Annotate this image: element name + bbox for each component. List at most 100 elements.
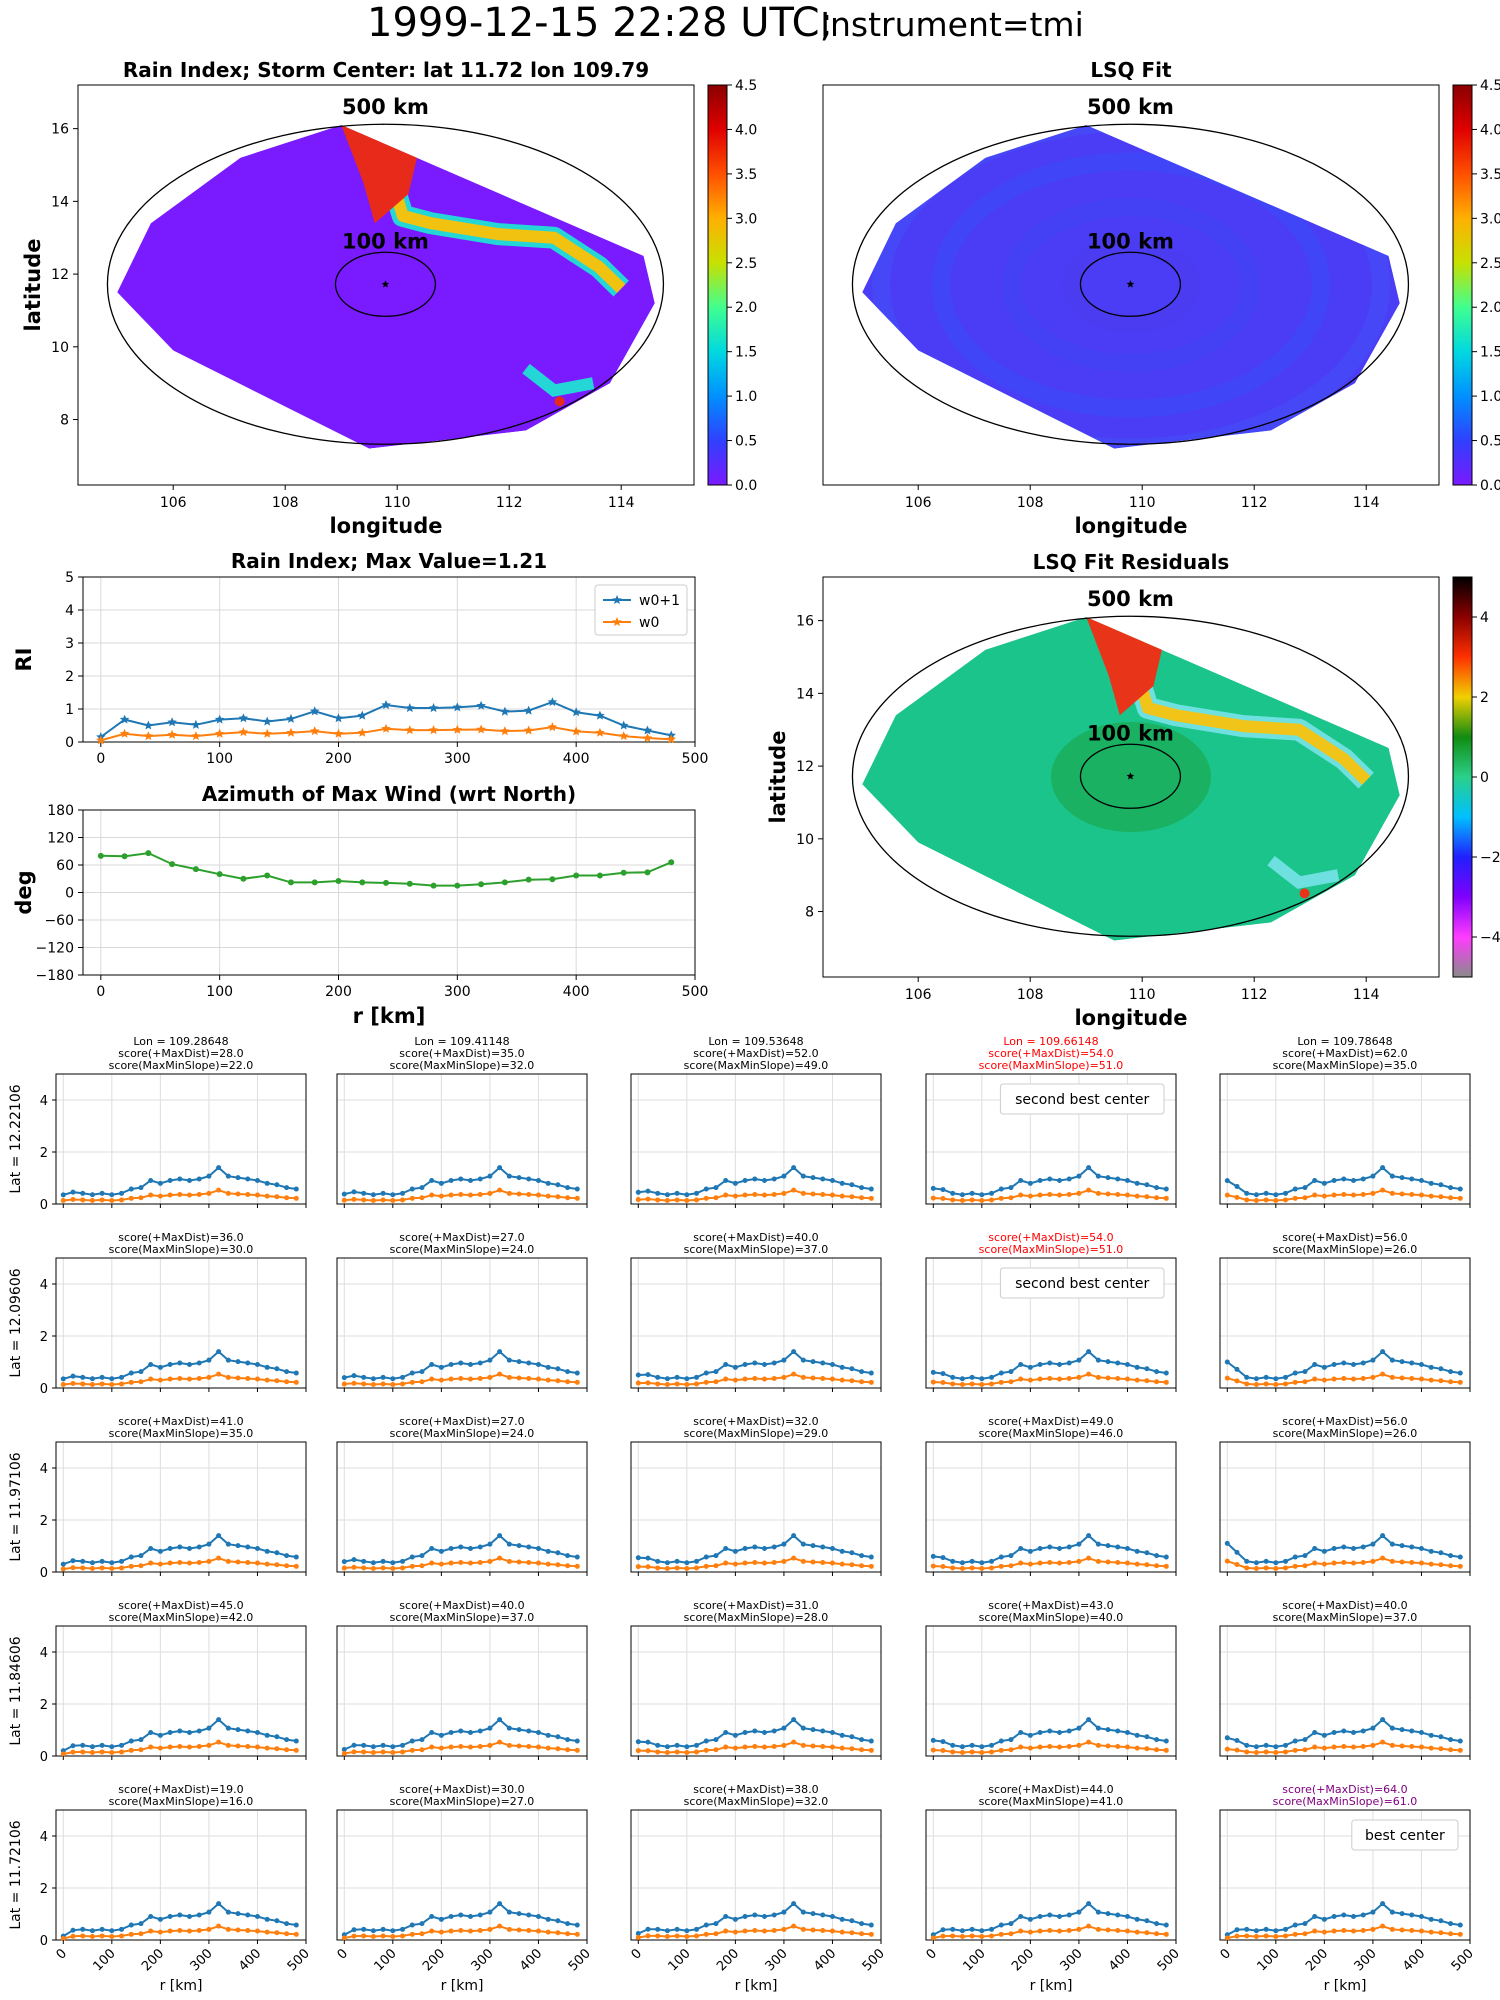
- panel-score-maxdist: score(+MaxDist)=43.0: [988, 1599, 1113, 1612]
- data-point: [1273, 1933, 1279, 1939]
- data-point: [1056, 1560, 1062, 1566]
- data-point: [571, 707, 581, 717]
- data-point: [284, 1553, 290, 1559]
- data-point: [400, 1197, 406, 1203]
- data-point: [341, 1381, 347, 1387]
- data-point: [595, 727, 605, 737]
- data-point: [1076, 1558, 1082, 1564]
- data-point: [1037, 1560, 1043, 1566]
- data-point: [868, 1370, 874, 1376]
- panel-score-maxdist: score(+MaxDist)=62.0: [1282, 1047, 1407, 1060]
- panel-score-maxdist: score(+MaxDist)=27.0: [399, 1231, 524, 1244]
- data-point: [1154, 1563, 1160, 1569]
- data-point: [1224, 1558, 1230, 1564]
- panel-note: second best center: [1015, 1276, 1149, 1292]
- data-point: [723, 1177, 729, 1183]
- data-point: [506, 1725, 512, 1731]
- data-point: [684, 1928, 690, 1934]
- candidate-panel-3-3: score(MaxMinSlope)=40.0score(+MaxDist)=4…: [925, 1599, 1177, 1760]
- data-point: [930, 1737, 936, 1743]
- data-point: [264, 1548, 270, 1554]
- data-point: [351, 1380, 357, 1386]
- candidate-panel-1-0: 024score(MaxMinSlope)=30.0score(+MaxDist…: [8, 1231, 307, 1397]
- data-point: [1360, 1376, 1366, 1382]
- panel-xlabel: r [km]: [160, 1978, 203, 1994]
- data-point: [497, 1739, 503, 1745]
- data-point: [1399, 1543, 1405, 1549]
- panel-score-slope: score(MaxMinSlope)=26.0: [1273, 1243, 1418, 1256]
- data-point: [839, 1180, 845, 1186]
- data-point: [448, 1376, 454, 1382]
- data-point: [1409, 1176, 1415, 1182]
- y-tick-label: 0: [40, 1198, 48, 1213]
- data-point: [169, 861, 176, 868]
- data-point: [264, 1916, 270, 1922]
- data-point: [868, 1195, 874, 1201]
- data-point: [274, 1366, 280, 1372]
- data-point: [1056, 1913, 1062, 1919]
- data-point: [70, 1743, 76, 1749]
- data-point: [674, 1197, 680, 1203]
- data-point: [1409, 1744, 1415, 1750]
- data-point: [1163, 1379, 1169, 1385]
- data-point: [1095, 1742, 1101, 1748]
- data-point: [119, 1565, 125, 1571]
- data-point: [526, 1544, 532, 1550]
- data-point: [191, 719, 201, 729]
- data-point: [618, 731, 629, 741]
- data-point: [235, 1175, 241, 1181]
- x-tick-label: 100: [371, 1946, 399, 1974]
- data-point: [1105, 1375, 1111, 1381]
- data-point: [742, 1729, 748, 1735]
- data-point: [429, 1376, 435, 1382]
- plot-xlabel: r [km]: [353, 1004, 426, 1028]
- x-tick-label: 0: [335, 1946, 351, 1962]
- data-point: [361, 1749, 367, 1755]
- panel-score-maxdist: score(+MaxDist)=40.0: [1282, 1599, 1407, 1612]
- data-point: [979, 1744, 985, 1750]
- data-point: [245, 1728, 251, 1734]
- data-point: [655, 1197, 661, 1203]
- data-point: [1105, 1359, 1111, 1365]
- data-point: [574, 1922, 580, 1928]
- data-point: [849, 1378, 855, 1384]
- data-point: [800, 1190, 806, 1196]
- data-point: [206, 1357, 212, 1363]
- candidate-panel-0-3: score(MaxMinSlope)=51.0score(+MaxDist)=5…: [925, 1035, 1177, 1208]
- data-point: [196, 1192, 202, 1198]
- x-tick-label: 500: [285, 1946, 313, 1974]
- data-point: [1144, 1194, 1150, 1200]
- data-point: [1283, 1933, 1289, 1939]
- colorbar-bar: [1452, 576, 1473, 978]
- data-point: [1438, 1194, 1444, 1200]
- data-point: [1283, 1381, 1289, 1387]
- data-point: [555, 1918, 561, 1924]
- data-point: [810, 1543, 816, 1549]
- colorbar-tick-label: 3.0: [735, 211, 757, 227]
- plot-ylabel: deg: [12, 870, 36, 914]
- data-point: [1360, 1912, 1366, 1918]
- y-tick-label: −180: [36, 968, 74, 984]
- data-point: [216, 1187, 222, 1193]
- data-point: [452, 702, 463, 712]
- data-point: [96, 735, 106, 745]
- data-point: [80, 1933, 86, 1939]
- data-point: [157, 1377, 163, 1383]
- data-point: [1263, 1742, 1269, 1748]
- data-point: [1283, 1374, 1289, 1380]
- data-point: [1457, 1370, 1463, 1376]
- data-point: [1163, 1922, 1169, 1928]
- data-point: [635, 1739, 641, 1745]
- data-point: [1056, 1545, 1062, 1551]
- data-point: [128, 1738, 134, 1744]
- data-point: [506, 1742, 512, 1748]
- data-point: [1389, 1357, 1395, 1363]
- panel-note-box: [1351, 1819, 1459, 1851]
- x-tick-label: 110: [1129, 987, 1156, 1003]
- data-point: [574, 1186, 580, 1192]
- data-point: [1389, 1541, 1395, 1547]
- data-point: [555, 1562, 561, 1568]
- data-point: [119, 1190, 125, 1196]
- data-point: [1086, 1371, 1092, 1377]
